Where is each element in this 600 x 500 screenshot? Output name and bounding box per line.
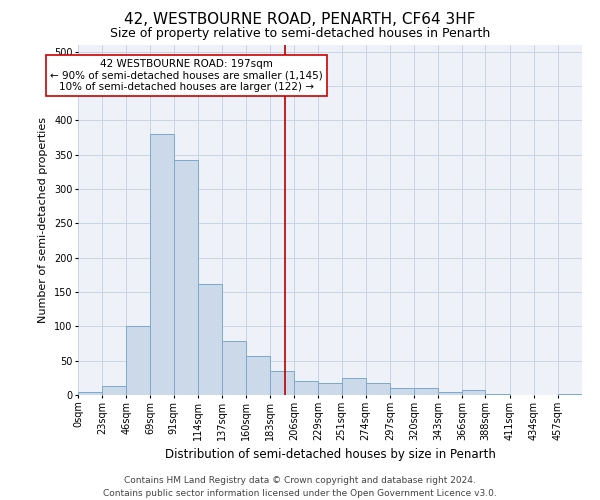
Y-axis label: Number of semi-detached properties: Number of semi-detached properties <box>38 117 48 323</box>
Bar <box>151 134 173 395</box>
X-axis label: Distribution of semi-detached houses by size in Penarth: Distribution of semi-detached houses by … <box>164 448 496 462</box>
Text: 42 WESTBOURNE ROAD: 197sqm
← 90% of semi-detached houses are smaller (1,145)
10%: 42 WESTBOURNE ROAD: 197sqm ← 90% of semi… <box>50 58 323 92</box>
Bar <box>414 388 438 395</box>
Bar <box>198 284 222 395</box>
Text: 42, WESTBOURNE ROAD, PENARTH, CF64 3HF: 42, WESTBOURNE ROAD, PENARTH, CF64 3HF <box>124 12 476 28</box>
Text: Size of property relative to semi-detached houses in Penarth: Size of property relative to semi-detach… <box>110 28 490 40</box>
Bar <box>78 392 102 395</box>
Bar <box>485 394 509 395</box>
Bar <box>438 392 463 395</box>
Bar <box>341 378 366 395</box>
Bar <box>295 382 319 395</box>
Bar <box>127 326 151 395</box>
Bar <box>246 356 270 395</box>
Bar <box>558 394 582 395</box>
Bar <box>390 388 414 395</box>
Text: Contains HM Land Registry data © Crown copyright and database right 2024.
Contai: Contains HM Land Registry data © Crown c… <box>103 476 497 498</box>
Bar <box>366 382 390 395</box>
Bar <box>463 390 485 395</box>
Bar <box>102 386 127 395</box>
Bar <box>270 371 294 395</box>
Bar <box>173 160 198 395</box>
Bar <box>319 384 341 395</box>
Bar <box>222 342 246 395</box>
